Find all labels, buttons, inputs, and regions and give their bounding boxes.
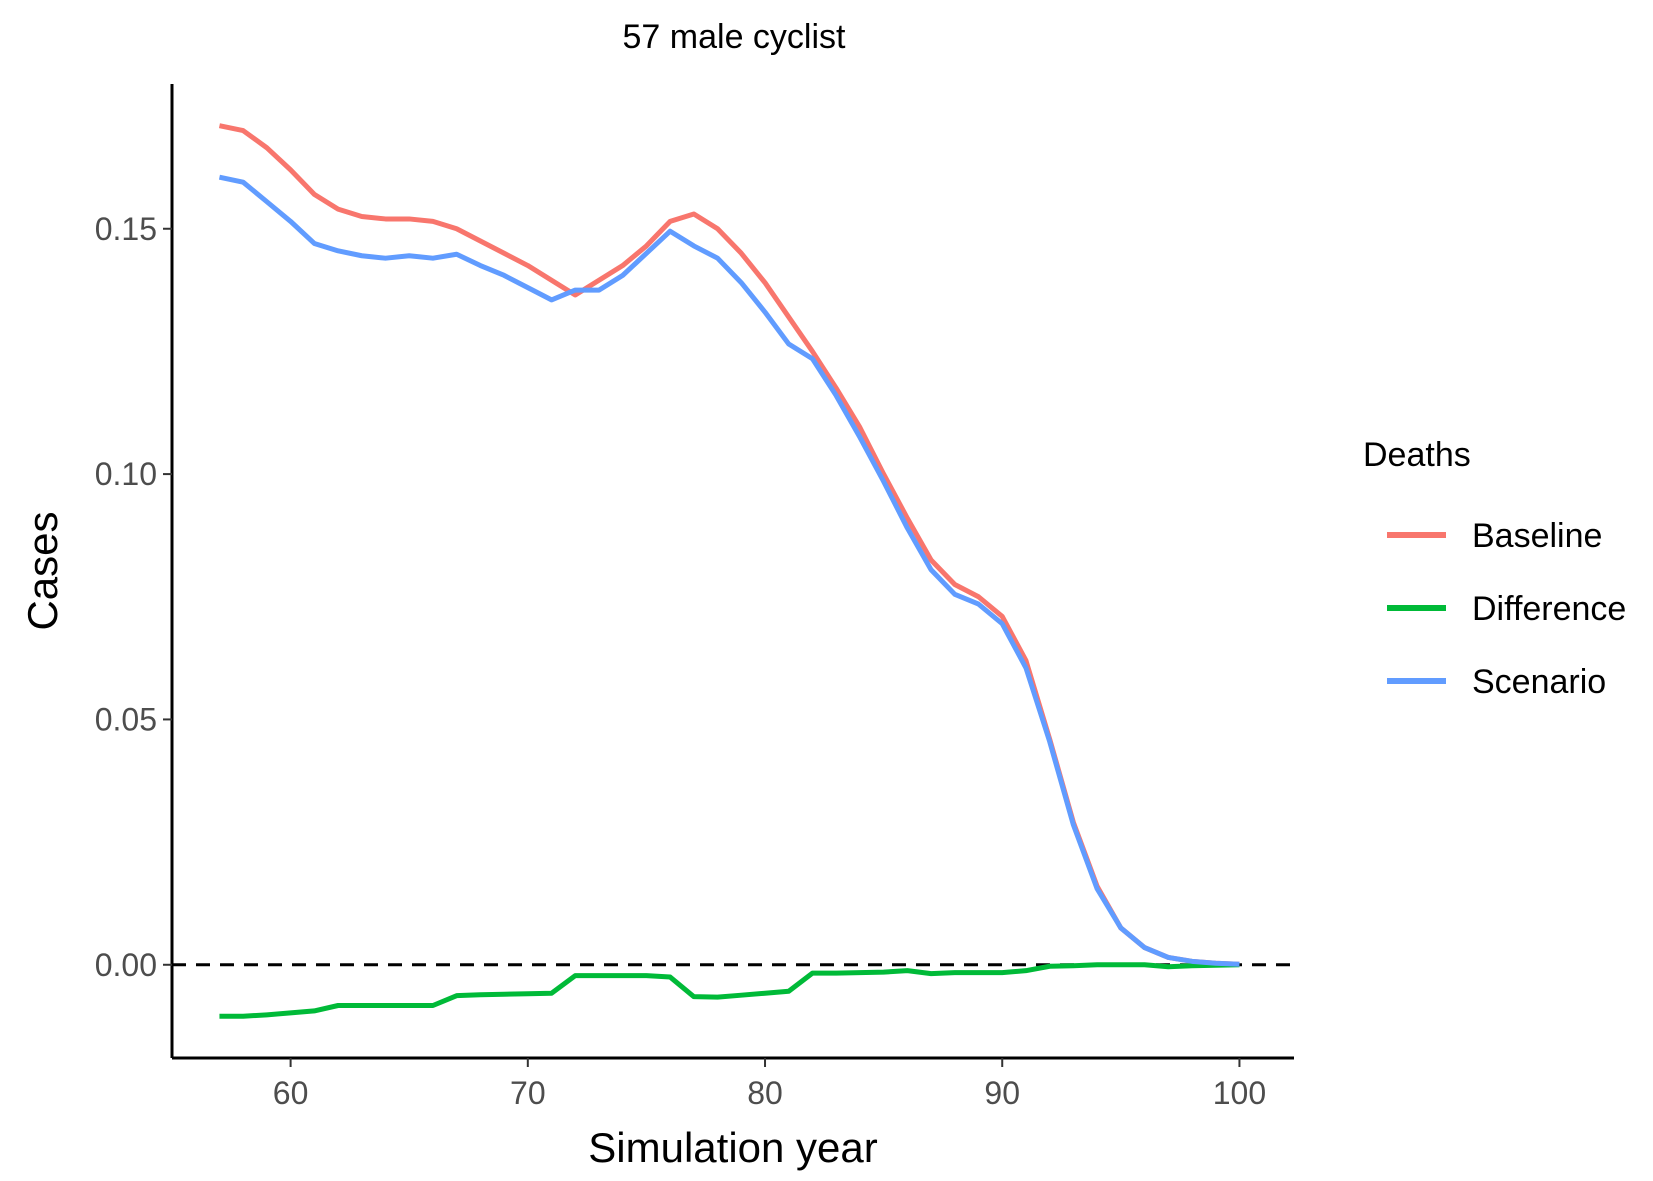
- y-tick-label: 0.15: [95, 211, 157, 247]
- y-tick-label: 0.05: [95, 701, 157, 737]
- x-axis-ticks: 60 70 80 90 100: [273, 1058, 1266, 1111]
- x-tick-label: 70: [510, 1075, 546, 1111]
- x-tick-label: 80: [747, 1075, 783, 1111]
- x-tick-label: 100: [1213, 1075, 1266, 1111]
- series-line-difference: [219, 962, 1240, 1019]
- legend: Deaths Baseline Difference Scenario: [1363, 436, 1626, 701]
- y-axis-ticks: 0.00 0.05 0.10 0.15: [95, 211, 172, 983]
- y-tick-label: 0.00: [95, 947, 157, 983]
- legend-item-baseline: Baseline: [1387, 517, 1602, 555]
- legend-label: Scenario: [1472, 663, 1606, 701]
- legend-label: Baseline: [1472, 517, 1602, 555]
- series-line-scenario: [218, 174, 1240, 967]
- x-tick-label: 60: [273, 1075, 309, 1111]
- series-line-baseline: [218, 123, 1240, 967]
- chart-title: 57 male cyclist: [623, 18, 847, 56]
- legend-item-difference: Difference: [1387, 590, 1626, 628]
- y-axis-title: Cases: [19, 511, 66, 630]
- x-axis-title: Simulation year: [588, 1124, 877, 1171]
- legend-item-scenario: Scenario: [1387, 663, 1606, 701]
- x-tick-label: 90: [984, 1075, 1020, 1111]
- legend-label: Difference: [1472, 590, 1626, 628]
- plot-area: [172, 123, 1294, 1019]
- legend-title: Deaths: [1363, 436, 1471, 474]
- y-tick-label: 0.10: [95, 456, 157, 492]
